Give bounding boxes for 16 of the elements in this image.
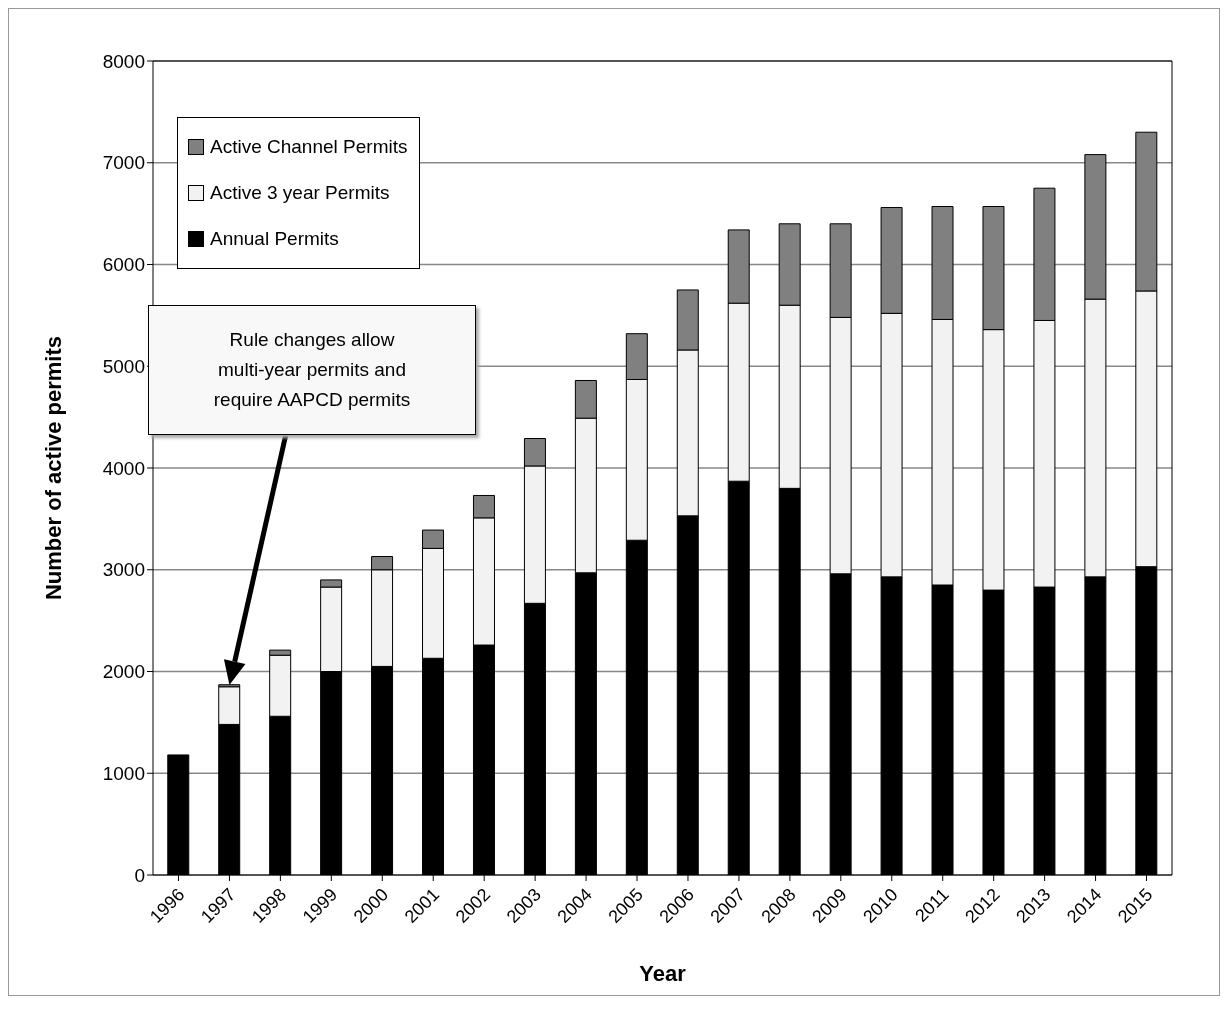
x-axis-title: Year: [639, 961, 687, 986]
y-axis-title: Number of active permits: [40, 335, 66, 601]
y-tick-label: 1000: [102, 762, 145, 784]
y-tick-label: 8000: [102, 50, 145, 72]
legend-label: Active 3 year Permits: [210, 182, 390, 204]
legend-label: Annual Permits: [210, 228, 339, 250]
y-tick-label: 7000: [102, 152, 145, 174]
note-box: Rule changes allow multi-year permits and require AAPCD permits: [148, 305, 476, 435]
annotation: Rule changes allow multi-year permits and require AAPCD permits: [212, 328, 412, 412]
y-tick-label: 6000: [102, 254, 145, 276]
y-tick-label: 3000: [102, 559, 145, 581]
legend-label: Active Channel Permits: [210, 136, 408, 158]
y-tick-label: 2000: [102, 661, 145, 683]
y-tick-label: 5000: [102, 355, 145, 377]
y-tick-label: 0: [134, 864, 145, 886]
y-tick-label: 4000: [102, 457, 145, 479]
